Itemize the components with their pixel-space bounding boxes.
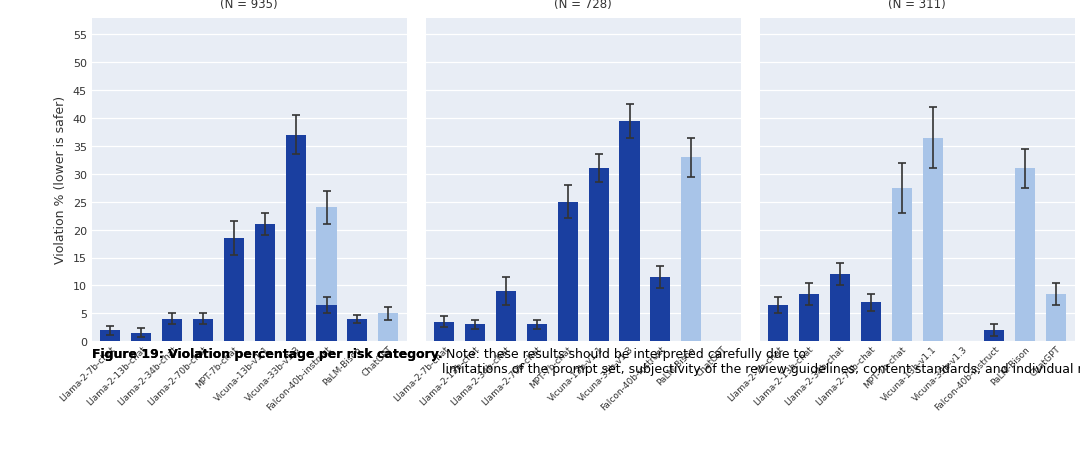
Text: Note: these results should be interpreted carefully due to
limitations of the pr: Note: these results should be interprete… — [443, 347, 1080, 375]
Bar — [193, 319, 213, 342]
Bar — [465, 325, 485, 342]
Bar — [162, 319, 183, 342]
Bar — [316, 305, 337, 342]
Bar — [799, 294, 819, 342]
Bar — [650, 277, 671, 342]
Bar — [434, 322, 455, 342]
Bar — [922, 138, 943, 342]
Y-axis label: Violation % (lower is safer): Violation % (lower is safer) — [54, 96, 67, 264]
Bar — [892, 188, 912, 342]
Bar — [1047, 294, 1066, 342]
Bar — [861, 302, 881, 342]
Bar — [255, 225, 274, 342]
Bar — [557, 202, 578, 342]
Bar — [984, 330, 1004, 342]
Bar — [1015, 169, 1036, 342]
Bar — [378, 313, 399, 342]
Bar — [768, 305, 788, 342]
Bar — [131, 333, 151, 342]
Bar — [527, 325, 546, 342]
Bar — [589, 169, 609, 342]
Bar — [285, 136, 306, 342]
Bar — [681, 158, 701, 342]
Text: Figure 19: Violation percentage per risk category.: Figure 19: Violation percentage per risk… — [92, 347, 443, 360]
Bar — [224, 238, 244, 342]
Text: Figure 19: Violation percentage per risk category.: Figure 19: Violation percentage per risk… — [92, 347, 443, 360]
Bar — [496, 291, 516, 342]
Bar — [100, 330, 120, 342]
Bar — [829, 275, 850, 342]
Bar — [620, 121, 639, 342]
Bar — [348, 319, 367, 342]
Bar — [316, 208, 337, 342]
